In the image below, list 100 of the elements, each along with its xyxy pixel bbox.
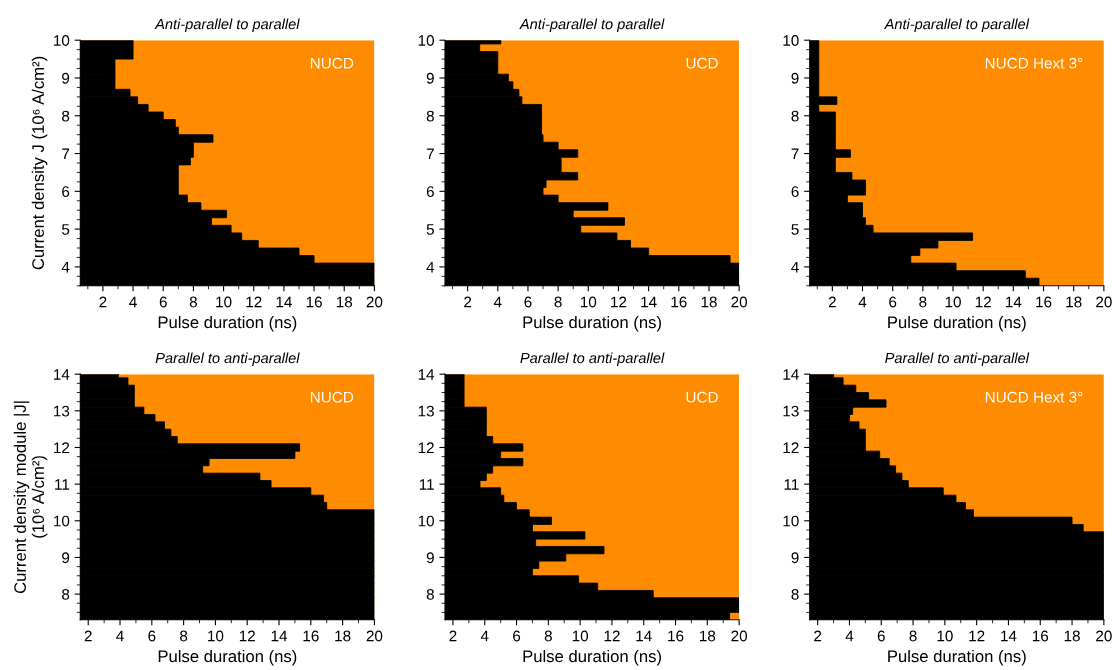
x-tick-label: 10: [208, 630, 224, 642]
chart-title: Parallel to anti-parallel: [885, 352, 1030, 367]
x-tick-label: 10: [572, 630, 589, 642]
x-tick-label: 6: [889, 296, 897, 308]
x-tick-label: 8: [180, 630, 188, 642]
x-tick-label: 14: [1006, 296, 1022, 308]
x-tick-label: 16: [303, 630, 319, 642]
x-tick-label: 6: [524, 296, 532, 308]
x-tick-label: 12: [604, 630, 620, 642]
y-tick-label: 10: [418, 35, 434, 46]
x-tick-label: 8: [554, 296, 562, 308]
x-tick-label: 18: [335, 630, 351, 642]
x-tick-label: 10: [580, 296, 597, 308]
y-tick-label: 12: [54, 442, 70, 454]
x-tick-label: 2: [99, 296, 107, 308]
y-tick-label: 6: [426, 186, 434, 198]
y-axis-title: Current density J (10⁶ A/cm²): [31, 56, 48, 270]
x-tick-label: 4: [116, 630, 124, 642]
y-tick-label: 10: [54, 515, 70, 527]
y-tick-label: 8: [791, 588, 799, 600]
x-axis-title: Pulse duration (ns): [888, 649, 1026, 666]
y-tick-label: 4: [426, 261, 435, 273]
x-axis-title: Pulse duration (ns): [158, 315, 297, 332]
x-tick-label: 4: [493, 296, 502, 308]
y-tick-label: 8: [62, 588, 70, 600]
x-tick-label: 20: [366, 296, 383, 308]
x-tick-label: 12: [969, 630, 985, 642]
x-tick-label: 14: [636, 630, 652, 642]
y-tick-label: 5: [426, 224, 434, 235]
x-tick-label: 8: [909, 630, 917, 642]
y-tick-label: 11: [55, 479, 70, 490]
y-tick-label: 7: [426, 148, 434, 160]
annotation: UCD: [686, 57, 718, 69]
y-tick-label: 13: [418, 405, 434, 417]
x-tick-label: 14: [276, 296, 292, 308]
chart-title: Parallel to anti-parallel: [520, 352, 665, 367]
y-tick-label: 5: [61, 224, 70, 235]
y-tick-label: 10: [418, 515, 434, 527]
x-tick-label: 18: [1064, 630, 1080, 642]
y-tick-label: 13: [783, 405, 799, 417]
y-axis-title: Current density module |J| (10⁶ A/cm²): [13, 401, 48, 594]
y-tick-label: 10: [783, 35, 799, 46]
x-tick-label: 6: [159, 296, 167, 308]
annotation: NUCD: [310, 391, 354, 403]
x-axis-title: Pulse duration (ns): [523, 315, 661, 332]
x-tick-label: 18: [336, 296, 353, 308]
y-tick-label: 9: [791, 552, 799, 564]
x-tick-label: 20: [731, 296, 748, 308]
y-tick-label: 12: [783, 442, 799, 454]
x-tick-label: 4: [480, 630, 489, 642]
x-tick-label: 18: [700, 630, 716, 642]
x-tick-label: 4: [845, 630, 854, 642]
x-tick-label: 10: [937, 630, 953, 642]
x-tick-label: 16: [306, 296, 322, 308]
y-tick-label: 6: [791, 186, 799, 198]
y-tick-label: 10: [783, 515, 799, 527]
x-tick-label: 16: [1032, 630, 1049, 642]
x-tick-label: 6: [148, 630, 156, 642]
y-tick-label: 11: [419, 479, 434, 490]
x-tick-label: 16: [668, 630, 684, 642]
chart-title: Anti-parallel to parallel: [519, 18, 665, 33]
y-tick-label: 8: [426, 588, 434, 600]
x-tick-label: 6: [513, 630, 521, 642]
annotation: UCD: [686, 391, 718, 403]
annotation: NUCD Hext 3°: [985, 57, 1083, 69]
x-axis-title: Pulse duration (ns): [158, 649, 297, 666]
y-tick-label: 8: [62, 110, 70, 122]
x-tick-label: 16: [1036, 296, 1052, 308]
x-tick-label: 6: [877, 630, 885, 642]
y-tick-label: 9: [791, 72, 799, 84]
y-tick-label: 4: [61, 261, 70, 273]
y-tick-label: 7: [62, 148, 70, 160]
y-tick-label: 9: [426, 552, 434, 564]
x-tick-label: 16: [671, 296, 687, 308]
x-tick-label: 14: [641, 296, 657, 308]
x-tick-label: 8: [919, 296, 927, 308]
x-tick-label: 12: [611, 296, 627, 308]
x-tick-label: 2: [814, 630, 822, 642]
x-tick-label: 14: [271, 630, 288, 642]
x-tick-label: 12: [975, 296, 991, 308]
x-tick-label: 18: [1066, 296, 1082, 308]
x-tick-label: 2: [449, 630, 457, 642]
x-tick-label: 10: [216, 296, 232, 308]
x-tick-label: 8: [544, 630, 552, 642]
y-tick-label: 5: [791, 224, 799, 235]
x-tick-label: 2: [84, 630, 92, 642]
annotation: NUCD: [310, 57, 354, 69]
x-axis-title: Pulse duration (ns): [523, 649, 661, 666]
x-tick-label: 20: [731, 630, 748, 642]
x-tick-label: 20: [1096, 630, 1112, 642]
x-tick-label: 12: [239, 630, 255, 642]
x-tick-label: 18: [701, 296, 717, 308]
x-tick-label: 12: [246, 296, 262, 308]
y-tick-label: 13: [54, 405, 70, 417]
x-tick-label: 20: [1096, 296, 1112, 308]
y-tick-label: 12: [418, 442, 434, 454]
y-tick-label: 8: [791, 110, 799, 122]
x-tick-label: 2: [828, 296, 836, 308]
y-tick-label: 6: [62, 186, 70, 198]
y-tick-label: 4: [791, 261, 799, 273]
